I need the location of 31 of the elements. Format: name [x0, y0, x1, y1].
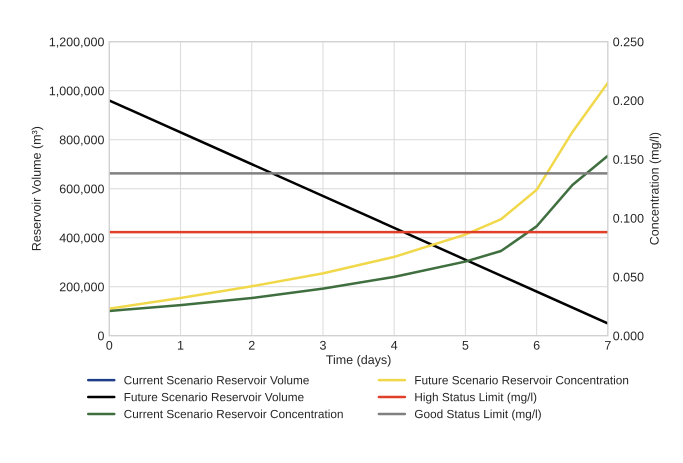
y-tick-label: 200,000: [60, 282, 104, 293]
y-tick-label: 800,000: [60, 135, 104, 146]
legend-label: Current Scenario Reservoir Concentration: [124, 410, 343, 418]
y2-tick-label: 0.200: [613, 96, 644, 106]
y2-tick-label: 0.050: [613, 272, 644, 282]
x-tick-label: 6: [534, 340, 540, 350]
y2-tick-label: 0.250: [613, 37, 644, 46]
legend-label: Future Scenario Reservoir Volume: [124, 392, 304, 402]
line-series: [109, 154, 608, 312]
x-tick-label: 5: [462, 340, 468, 350]
y2-axis-title: Concentration (mg/l): [650, 132, 662, 245]
x-tick-label: 3: [320, 340, 326, 350]
y-tick-label: 1,000,000: [50, 86, 104, 97]
y2-tick-label: 0.000: [613, 331, 644, 340]
y-tick-label: 600,000: [60, 184, 104, 195]
y-tick-label: 1,200,000: [50, 37, 104, 48]
legend-label: Current Scenario Reservoir Volume: [124, 376, 309, 384]
x-tick-label: 7: [605, 340, 611, 350]
y-tick-label: 400,000: [60, 233, 104, 244]
y-tick-label: 0: [98, 331, 104, 340]
y2-tick-label: 0.150: [613, 155, 644, 164]
x-tick-label: 0: [106, 340, 112, 350]
legend-label: High Status Limit (mg/l): [415, 392, 536, 404]
y2-tick-label: 0.100: [613, 214, 644, 223]
x-tick-label: 4: [391, 340, 398, 350]
legend-label: Future Scenario Reservoir Concentration: [415, 376, 628, 384]
y-axis-title: Reservoir Volume (m³): [32, 126, 44, 250]
legend-label: Good Status Limit (mg/l): [414, 410, 541, 421]
x-tick-label: 2: [248, 340, 255, 350]
x-tick-label: 1: [178, 340, 184, 350]
x-axis-title: Time (days): [326, 354, 391, 367]
